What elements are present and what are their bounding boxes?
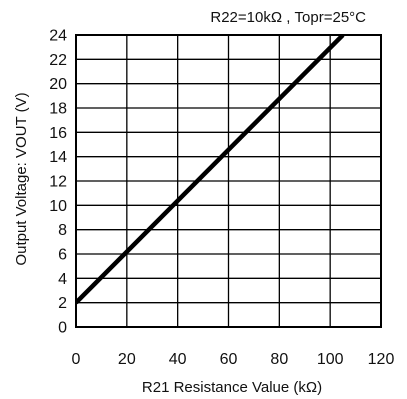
x-axis-title: R21 Resistance Value (kΩ)	[142, 379, 322, 396]
y-tick-label-24: 24	[49, 28, 67, 45]
chart-title: R22=10kΩ , Topr=25°C	[210, 9, 366, 26]
y-tick-label-20: 20	[49, 76, 67, 93]
y-tick-label-0: 0	[58, 320, 67, 337]
frame-layer	[75, 34, 382, 328]
x-tick-label-0: 0	[72, 351, 81, 368]
y-tick-label-22: 22	[49, 52, 67, 69]
x-tick-label-40: 40	[169, 351, 187, 368]
y-tick-label-4: 4	[58, 271, 67, 288]
y-tick-label-8: 8	[58, 222, 67, 239]
y-axis-title: Output Voltage: VOUT (V)	[13, 92, 30, 265]
y-tick-label-2: 2	[58, 295, 67, 312]
x-tick-label-100: 100	[317, 351, 344, 368]
y-tick-label-10: 10	[49, 198, 67, 215]
series-line-0	[76, 35, 345, 305]
x-tick-label-120: 120	[368, 351, 395, 368]
y-tick-label-6: 6	[58, 247, 67, 264]
x-tick-label-60: 60	[220, 351, 238, 368]
y-tick-label-12: 12	[49, 174, 67, 191]
x-tick-label-20: 20	[118, 351, 136, 368]
grid-layer	[76, 35, 381, 327]
x-tick-label-80: 80	[270, 351, 288, 368]
y-tick-label-14: 14	[49, 149, 67, 166]
series-layer	[76, 35, 345, 305]
plot-frame	[75, 34, 382, 328]
y-tick-label-18: 18	[49, 101, 67, 118]
y-tick-label-16: 16	[49, 125, 67, 142]
